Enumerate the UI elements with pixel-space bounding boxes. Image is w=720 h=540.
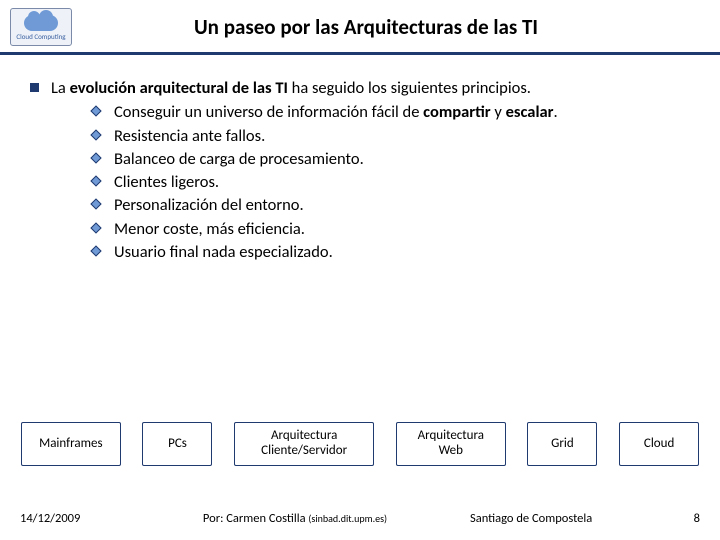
sub-bullet-text: Conseguir un universo de información fác… xyxy=(114,101,558,123)
text-bold: evolución arquitectural de las TI xyxy=(70,78,288,98)
sub-bullet-item: Balanceo de carga de procesamiento. xyxy=(92,148,690,170)
logo-label: Cloud Computing xyxy=(16,33,65,40)
diamond-bullet-icon xyxy=(90,175,101,186)
sub-bullet-text: Clientes ligeros. xyxy=(114,171,219,193)
text-fragment: Por: Carmen Costilla xyxy=(203,511,308,526)
footer-page-number: 8 xyxy=(670,511,700,526)
sub-bullet-text: Resistencia ante fallos. xyxy=(114,125,265,147)
arch-box-grid: Grid xyxy=(527,422,597,466)
sub-bullet-list: Conseguir un universo de información fác… xyxy=(30,101,690,263)
sub-bullet-text: Personalización del entorno. xyxy=(114,194,304,216)
cloud-icon xyxy=(24,15,58,31)
text-fragment: . xyxy=(554,102,558,122)
text-bold: compartir xyxy=(423,102,491,122)
footer-author: Por: Carmen Costilla (sinbad.dit.upm.es) xyxy=(130,511,460,526)
cloud-computing-logo: Cloud Computing xyxy=(10,8,72,46)
square-bullet-icon xyxy=(30,83,39,92)
arch-box-mainframes: Mainframes xyxy=(21,422,121,466)
slide-content: La evolución arquitectural de las TI ha … xyxy=(0,55,720,263)
sub-bullet-text: Usuario final nada especializado. xyxy=(114,241,333,263)
slide-footer: 14/12/2009 Por: Carmen Costilla (sinbad.… xyxy=(0,511,720,526)
slide-header: Cloud Computing Un paseo por las Arquite… xyxy=(0,0,720,55)
sub-bullet-item: Personalización del entorno. xyxy=(92,194,690,216)
sub-bullet-item: Menor coste, más eficiencia. xyxy=(92,218,690,240)
sub-bullet-text: Menor coste, más eficiencia. xyxy=(114,218,305,240)
sub-bullet-item: Clientes ligeros. xyxy=(92,171,690,193)
sub-bullet-text: Balanceo de carga de procesamiento. xyxy=(114,148,364,170)
sub-bullet-item: Resistencia ante fallos. xyxy=(92,125,690,147)
text-fragment: Conseguir un universo de información fác… xyxy=(114,102,423,122)
architecture-timeline: Mainframes PCs Arquitectura Cliente/Serv… xyxy=(0,422,720,466)
text-bold: escalar xyxy=(506,102,554,122)
footer-location: Santiago de Compostela xyxy=(460,511,670,526)
diamond-bullet-icon xyxy=(90,129,101,140)
slide-title: Un paseo por las Arquitecturas de las TI xyxy=(72,14,710,40)
main-bullet-text: La evolución arquitectural de las TI ha … xyxy=(51,77,531,99)
arch-box-web: Arquitectura Web xyxy=(396,422,506,466)
arch-box-client-server: Arquitectura Cliente/Servidor xyxy=(234,422,374,466)
text-fragment: ha seguido los siguientes principios. xyxy=(288,78,531,98)
diamond-bullet-icon xyxy=(90,199,101,210)
footer-date: 14/12/2009 xyxy=(20,511,130,526)
arch-box-pcs: PCs xyxy=(142,422,212,466)
text-fragment: y xyxy=(491,102,506,122)
text-fragment: La xyxy=(51,78,70,98)
diamond-bullet-icon xyxy=(90,106,101,117)
diamond-bullet-icon xyxy=(90,152,101,163)
diamond-bullet-icon xyxy=(90,245,101,256)
main-bullet-item: La evolución arquitectural de las TI ha … xyxy=(30,77,690,99)
sub-bullet-item: Conseguir un universo de información fác… xyxy=(92,101,690,123)
footer-email: (sinbad.dit.upm.es) xyxy=(308,512,387,525)
sub-bullet-item: Usuario final nada especializado. xyxy=(92,241,690,263)
arch-box-cloud: Cloud xyxy=(619,422,699,466)
diamond-bullet-icon xyxy=(90,222,101,233)
